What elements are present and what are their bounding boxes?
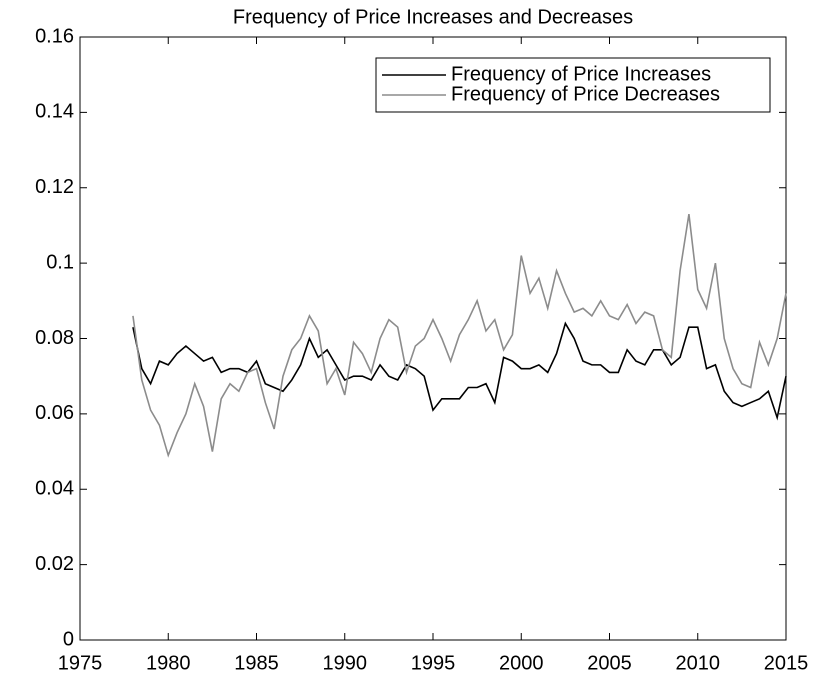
x-tick-label: 1995	[411, 652, 456, 674]
x-tick-label: 1985	[234, 652, 279, 674]
x-tick-label: 2005	[587, 652, 632, 674]
y-tick-label: 0.02	[35, 553, 74, 575]
y-tick-label: 0.14	[35, 101, 74, 123]
y-tick-label: 0.12	[35, 176, 74, 198]
plot-frame	[79, 36, 787, 641]
y-tick-label: 0.08	[35, 327, 74, 349]
x-tick-label: 1975	[58, 652, 103, 674]
x-tick-label: 2010	[676, 652, 721, 674]
legend-label: Frequency of Price Decreases	[451, 83, 720, 105]
legend-box	[375, 57, 771, 113]
y-tick-label: 0.16	[35, 25, 74, 47]
legend-label: Frequency of Price Increases	[451, 63, 711, 85]
y-tick-label: 0.04	[35, 478, 74, 500]
y-tick-label: 0.1	[46, 251, 74, 273]
series-line	[132, 214, 787, 458]
y-tick-label: 0.06	[35, 402, 74, 424]
series-line	[132, 321, 787, 421]
x-tick-label: 2015	[764, 652, 809, 674]
y-tick-label: 0	[63, 628, 74, 650]
x-tick-label: 1990	[323, 652, 368, 674]
chart-title: Frequency of Price Increases and Decreas…	[233, 6, 633, 28]
x-tick-label: 2000	[499, 652, 544, 674]
x-tick-label: 1980	[146, 652, 191, 674]
